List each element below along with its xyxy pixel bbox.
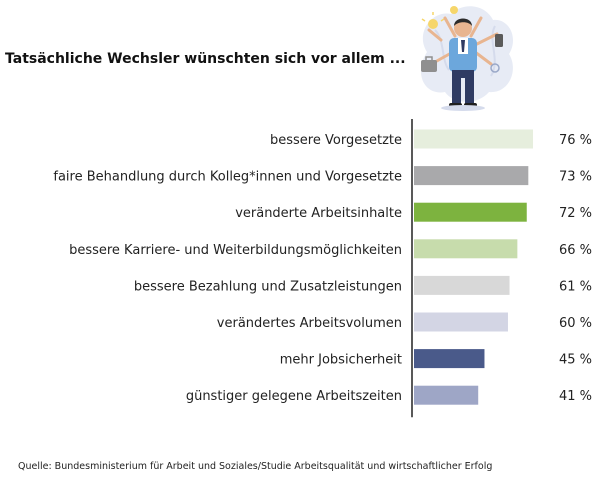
value-label: 76 % bbox=[559, 133, 592, 148]
bar bbox=[414, 239, 518, 259]
bar bbox=[414, 349, 485, 369]
value-label: 60 % bbox=[559, 316, 592, 331]
category-label: bessere Vorgesetzte bbox=[270, 133, 402, 148]
value-label: 72 % bbox=[559, 206, 592, 221]
category-label: mehr Jobsicherheit bbox=[280, 353, 402, 368]
bar bbox=[414, 202, 527, 222]
category-label: bessere Bezahlung und Zusatzleistungen bbox=[134, 279, 402, 294]
value-label: 41 % bbox=[559, 389, 592, 404]
bar bbox=[414, 385, 479, 405]
multitasking-worker-icon bbox=[405, 0, 523, 118]
value-label: 66 % bbox=[559, 243, 592, 258]
bar bbox=[414, 129, 534, 149]
category-label: verändertes Arbeitsvolumen bbox=[217, 316, 402, 331]
category-label: veränderte Arbeitsinhalte bbox=[235, 206, 402, 221]
category-label: günstiger gelegene Arbeitszeiten bbox=[186, 389, 402, 404]
value-label: 45 % bbox=[559, 353, 592, 368]
bar bbox=[414, 275, 510, 295]
category-label: faire Behandlung durch Kolleg*innen und … bbox=[53, 170, 402, 185]
source-note: Quelle: Bundesministerium für Arbeit und… bbox=[18, 461, 493, 472]
value-label: 73 % bbox=[559, 170, 592, 185]
bar bbox=[414, 312, 508, 332]
category-label: bessere Karriere- und Weiterbildungsmögl… bbox=[69, 243, 402, 258]
value-label: 61 % bbox=[559, 279, 592, 294]
chart-headline: Tatsächliche Wechsler wünschten sich vor… bbox=[5, 51, 406, 67]
bar bbox=[414, 166, 529, 186]
